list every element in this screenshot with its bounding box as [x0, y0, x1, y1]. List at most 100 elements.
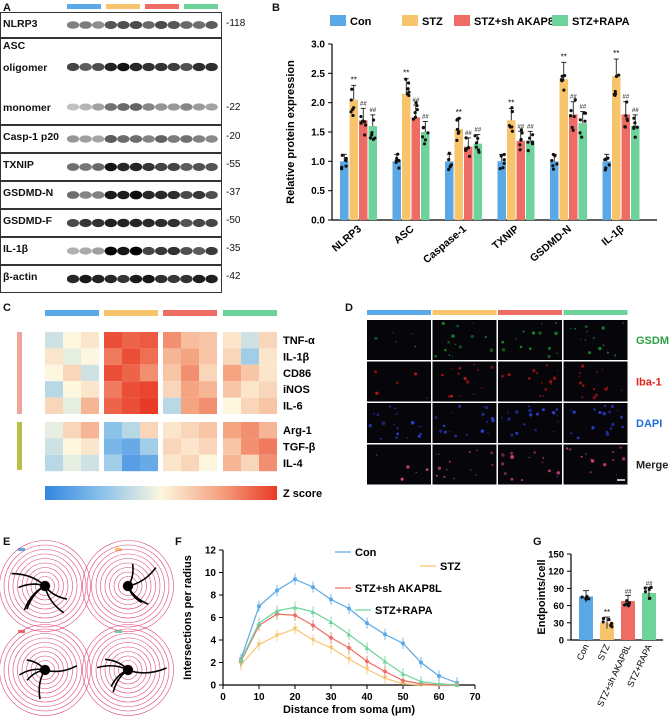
heatmap-cell — [241, 332, 259, 349]
fluorescence-signal — [445, 468, 448, 471]
data-point — [426, 131, 430, 135]
fluorescence-signal — [601, 326, 605, 330]
data-point — [474, 141, 479, 145]
blot-label: IL-1β — [3, 243, 29, 255]
fluorescence-signal — [539, 395, 542, 397]
y-tick-label: 150 — [548, 550, 564, 561]
blot-band — [142, 246, 155, 256]
molecular-weight-label: -20 — [226, 131, 241, 142]
blot-band — [180, 62, 193, 72]
heatmap-cell — [63, 348, 81, 365]
fluorescence-signal — [556, 475, 558, 478]
endpoints-chart: 0306090120150Endpoints/cellCon**STZ##STZ… — [536, 550, 663, 708]
fluorescence-signal — [556, 414, 559, 417]
fluorescence-signal — [486, 420, 489, 423]
data-point — [407, 90, 411, 94]
blot-band — [167, 162, 180, 172]
group-color-swatch — [106, 4, 140, 9]
heatmap-cell — [259, 348, 277, 365]
channel-label: GSDMD — [636, 335, 669, 347]
data-point — [530, 140, 534, 144]
fluorescence-signal — [454, 343, 457, 346]
y-axis-label: Intersections per radius — [182, 555, 194, 680]
significance-mark: ** — [561, 52, 567, 61]
blot-strip — [0, 153, 222, 181]
sholl-ring — [113, 655, 143, 685]
data-point — [293, 577, 297, 582]
heatmap-cell — [199, 422, 217, 439]
significance-mark: ## — [579, 105, 586, 111]
legend-swatch — [330, 15, 346, 26]
data-point — [623, 125, 627, 129]
heatmap-cell — [45, 332, 63, 349]
blot-strip — [0, 12, 222, 38]
fluorescence-signal — [581, 395, 584, 399]
group-color-bar — [67, 4, 222, 9]
y-tick-label: 0.5 — [311, 186, 325, 197]
data-point — [418, 679, 424, 684]
data-point — [555, 162, 559, 166]
microglia-process — [96, 664, 129, 671]
data-point — [551, 164, 555, 168]
fluorescence-signal — [501, 416, 503, 419]
blot-band — [142, 274, 155, 284]
category-label: IL-1β — [600, 223, 627, 249]
data-point — [601, 620, 605, 624]
blot-band — [155, 218, 168, 228]
fluorescence-signal — [448, 460, 451, 463]
group-marker — [18, 630, 25, 633]
sholl-ring — [82, 540, 174, 632]
blot-band — [92, 218, 105, 228]
fluorescence-signal — [569, 448, 572, 451]
blot-bands — [67, 62, 218, 111]
data-point — [256, 642, 262, 647]
blot-band — [155, 190, 168, 200]
fluorescence-signal — [619, 415, 624, 419]
y-tick-label: 2.0 — [311, 98, 325, 109]
data-point — [274, 633, 280, 638]
fluorescence-signal — [452, 412, 454, 414]
fluorescence-signal — [470, 334, 474, 339]
fluorescence-signal — [415, 471, 417, 474]
data-point — [447, 151, 451, 155]
micrograph-tile — [432, 444, 497, 485]
group-color-swatch — [145, 4, 179, 9]
data-point — [310, 638, 316, 642]
fluorescence-signal — [481, 412, 485, 417]
blot-band — [205, 190, 218, 200]
group-color-bar — [104, 310, 158, 316]
heatmap-cell — [63, 397, 81, 414]
fluorescence-signal — [375, 454, 378, 456]
data-point — [413, 111, 417, 115]
fluorescence-signal — [579, 371, 582, 374]
data-point — [518, 148, 522, 152]
significance-mark: ## — [632, 108, 639, 114]
fluorescence-signal — [456, 324, 459, 328]
fluorescence-signal — [545, 364, 549, 367]
blot-band — [192, 62, 206, 72]
data-point — [519, 138, 523, 142]
fluorescence-signal — [466, 380, 470, 384]
data-point — [363, 133, 367, 137]
blot-band — [129, 135, 143, 143]
fluorescence-signal — [612, 450, 615, 454]
heatmap-cell — [163, 454, 181, 472]
data-point — [423, 138, 428, 142]
sholl-ring — [26, 567, 64, 605]
blot-band — [92, 163, 105, 171]
data-point — [604, 166, 608, 170]
fluorescence-signal — [451, 334, 455, 338]
data-point — [632, 116, 636, 120]
fluorescence-signal — [510, 477, 514, 481]
sholl-ring — [91, 633, 165, 707]
blot-band — [167, 190, 180, 200]
fluorescence-signal — [489, 348, 494, 352]
bar — [579, 596, 593, 640]
fluorescence-signal — [528, 377, 531, 380]
fluorescence-signal — [570, 432, 573, 435]
fluorescence-signal — [606, 351, 609, 354]
fluorescence-signal — [550, 382, 552, 385]
sholl-ring — [8, 633, 82, 707]
significance-mark: ## — [527, 124, 534, 130]
blot-band — [129, 162, 143, 172]
